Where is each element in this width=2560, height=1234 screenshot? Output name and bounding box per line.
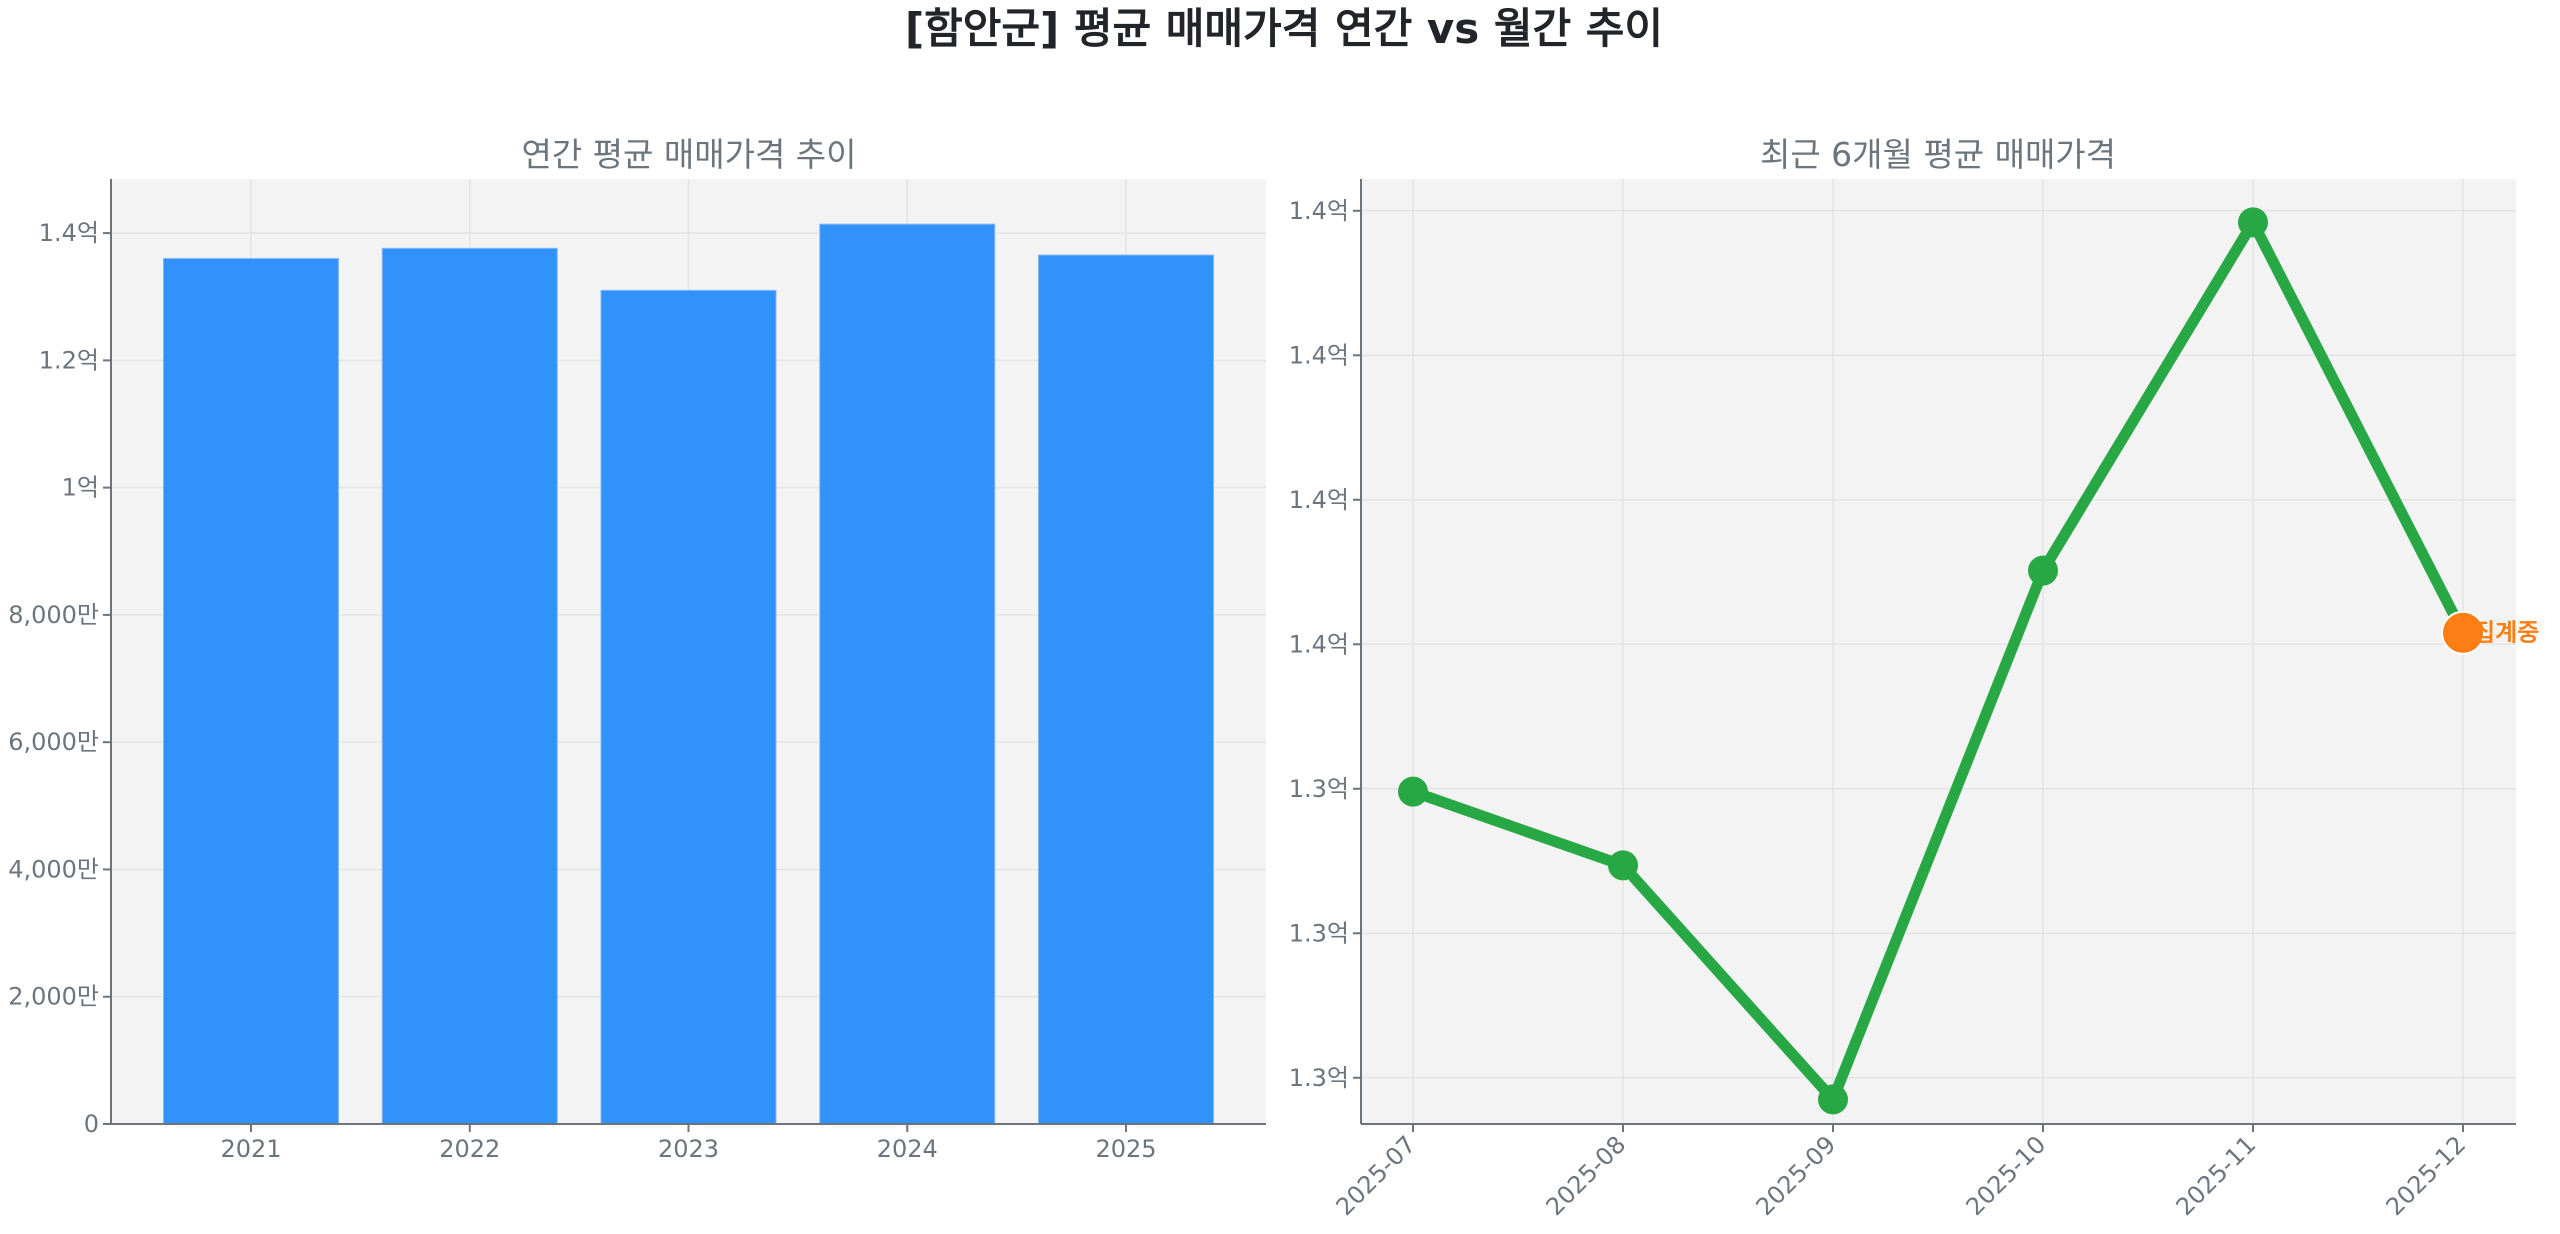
- y-tick-label: 1.4억: [39, 219, 99, 247]
- monthly-x-ticks: 2025-07 2025-08 2025-09 2025-10 2025-11 2025-…: [1331, 1124, 2472, 1221]
- monthly-plot-area: [1361, 179, 2516, 1124]
- y-tick-label: 8,000만: [8, 601, 99, 629]
- x-tick-label: 2023: [658, 1135, 719, 1163]
- monthly-chart-title: 최근 6개월 평균 매매가격: [1760, 135, 2116, 174]
- annual-x-ticks: 2021 2022 2023 2024 2025: [220, 1124, 1157, 1163]
- bar-2022: [381, 247, 558, 1125]
- x-tick-label: 2024: [877, 1135, 938, 1163]
- y-tick-label: 1.3억: [1289, 775, 1349, 803]
- bar-2021: [163, 258, 339, 1125]
- x-tick-label: 2021: [220, 1135, 281, 1163]
- y-tick-label: 1.2억: [39, 346, 99, 374]
- y-tick-label: 6,000만: [8, 728, 99, 756]
- x-tick-label: 2025-11: [2171, 1130, 2262, 1221]
- monthly-line-chart: 최근 6개월 평균 매매가격 집계중 1.3억1.3억1.3억1.4억1.4억1…: [1289, 135, 2540, 1221]
- y-tick-label: 1.4억: [1289, 197, 1349, 225]
- in-progress-marker: [2441, 610, 2485, 655]
- figure-suptitle: [함안군] 평균 매매가격 연간 vs 월간 추이: [905, 4, 1663, 53]
- y-tick-label: 4,000만: [8, 855, 99, 883]
- y-tick-label: 1억: [62, 474, 99, 502]
- annual-chart-title: 연간 평균 매매가격 추이: [521, 135, 856, 174]
- x-tick-label: 2025-09: [1751, 1130, 1842, 1221]
- data-point-marker: [2028, 555, 2058, 586]
- y-tick-label: 1.4억: [1289, 486, 1349, 514]
- annual-bar-chart: 연간 평균 매매가격 추이 0 2,000만 4,000만 6,000만 8,000만 1…: [8, 135, 1266, 1163]
- y-tick-label: 1.4억: [1289, 630, 1349, 658]
- y-tick-label: 1.3억: [1289, 919, 1349, 947]
- x-tick-label: 2025: [1095, 1135, 1156, 1163]
- x-tick-label: 2025-08: [1541, 1130, 1632, 1221]
- y-tick-label: 1.4억: [1289, 341, 1349, 369]
- bar-2023: [600, 289, 777, 1125]
- monthly-markers: [1398, 207, 2485, 1115]
- x-tick-label: 2022: [439, 1135, 500, 1163]
- x-tick-label: 2025-12: [2381, 1130, 2472, 1221]
- bar-2024: [819, 223, 996, 1125]
- monthly-gridlines: [1361, 179, 2516, 1124]
- data-point-marker: [1818, 1084, 1848, 1115]
- x-tick-label: 2025-10: [1961, 1130, 2052, 1221]
- in-progress-annotation: 집계중: [2473, 619, 2539, 647]
- x-tick-label: 2025-07: [1331, 1130, 1422, 1221]
- monthly-price-line: [1411, 216, 2468, 1105]
- bar-2025: [1038, 254, 1214, 1125]
- annual-bars: [163, 223, 1214, 1125]
- monthly-y-ticks: 1.3억 1.3억 1.3억 1.4억 1.4억 1.4억 1.4억: [1289, 197, 1361, 1092]
- data-point-marker: [1398, 776, 1428, 807]
- y-tick-label: 2,000만: [8, 983, 99, 1011]
- annual-y-ticks: 0 2,000만 4,000만 6,000만 8,000만 1억 1.2억 1.4억: [8, 219, 111, 1138]
- data-point-marker: [1608, 850, 1638, 881]
- y-tick-label: 1.3억: [1289, 1064, 1349, 1092]
- data-point-marker: [2238, 207, 2268, 238]
- y-tick-label: 0: [84, 1110, 99, 1138]
